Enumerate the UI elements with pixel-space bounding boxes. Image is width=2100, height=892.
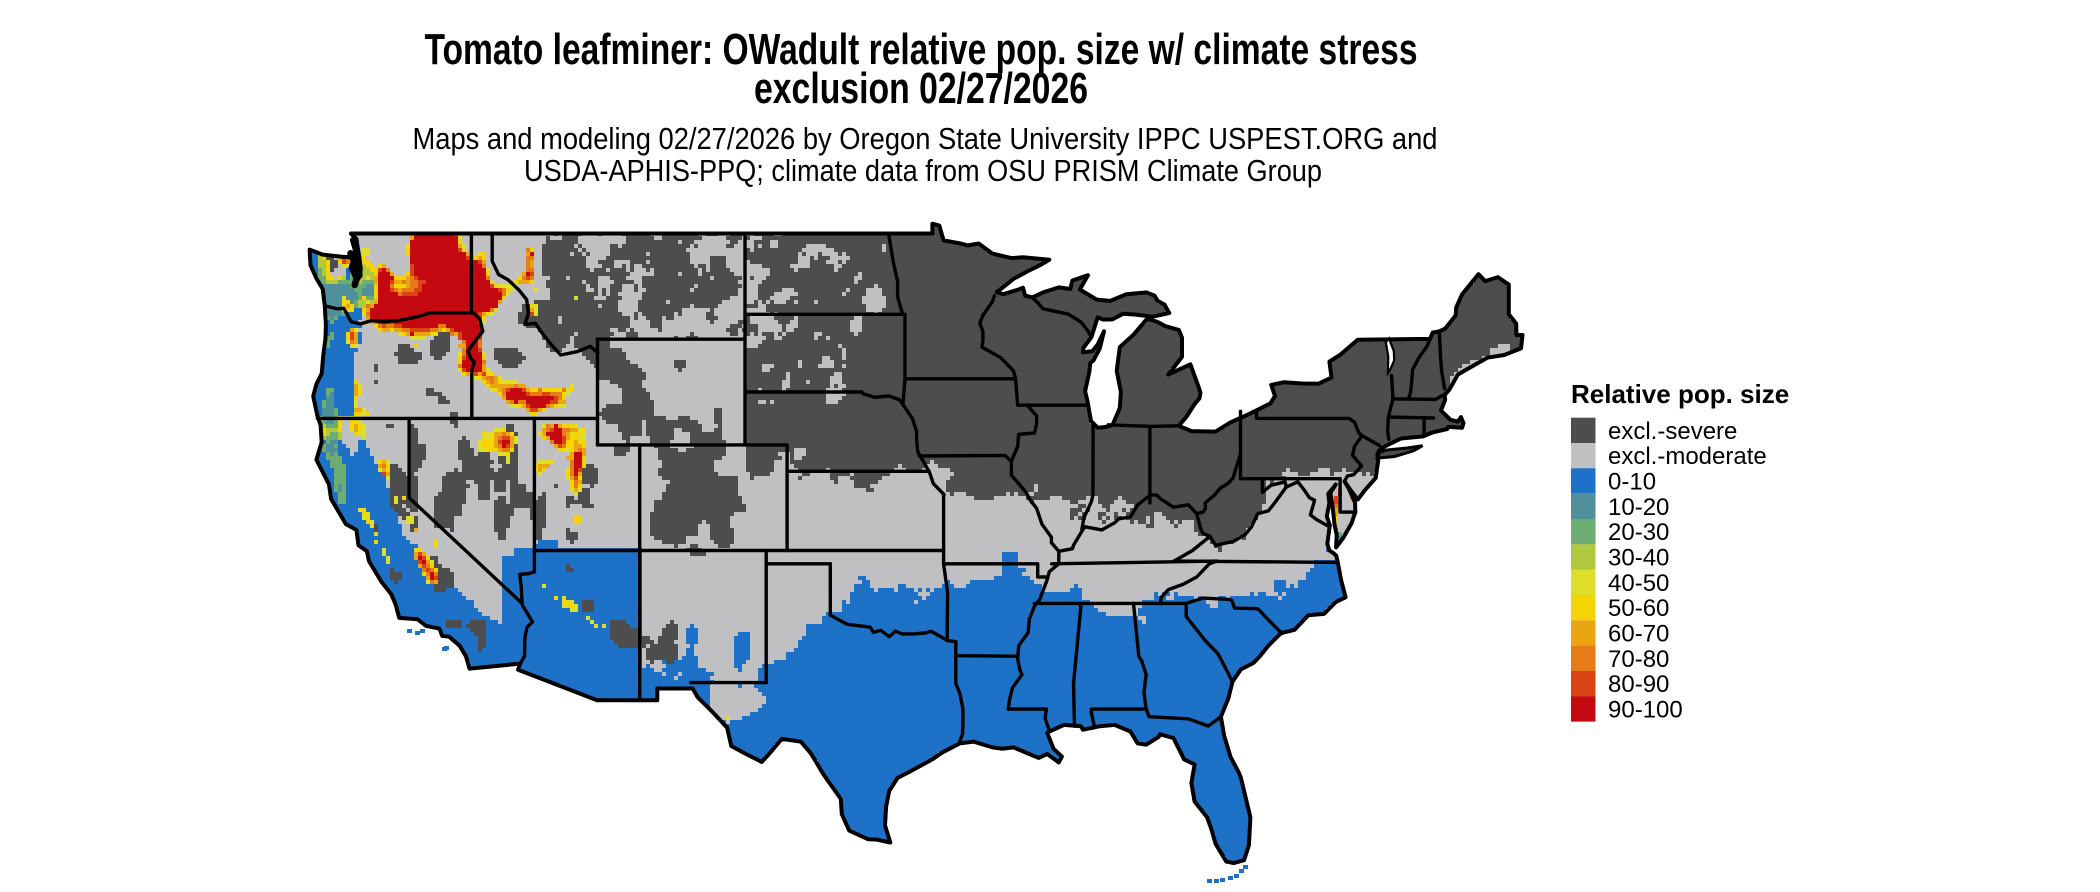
svg-text:USDA-APHIS-PPQ; climate data f: USDA-APHIS-PPQ; climate data from OSU PR… — [524, 154, 1322, 188]
svg-text:40-50: 40-50 — [1608, 570, 1669, 597]
svg-text:excl.-severe: excl.-severe — [1608, 418, 1737, 445]
svg-text:20-30: 20-30 — [1608, 519, 1669, 546]
svg-text:Tomato leafminer: OWadult rela: Tomato leafminer: OWadult relative pop. … — [425, 26, 1418, 74]
svg-text:excl.-moderate: excl.-moderate — [1608, 443, 1767, 470]
svg-text:80-90: 80-90 — [1608, 671, 1669, 698]
svg-text:0-10: 0-10 — [1608, 469, 1656, 496]
svg-text:Maps and modeling 02/27/2026 b: Maps and modeling 02/27/2026 by Oregon S… — [413, 122, 1438, 156]
svg-text:exclusion 02/27/2026: exclusion 02/27/2026 — [754, 65, 1088, 113]
svg-text:90-100: 90-100 — [1608, 696, 1683, 723]
svg-text:Relative pop. size: Relative pop. size — [1571, 379, 1789, 409]
svg-text:60-70: 60-70 — [1608, 621, 1669, 648]
svg-text:70-80: 70-80 — [1608, 646, 1669, 673]
svg-text:10-20: 10-20 — [1608, 494, 1669, 521]
svg-text:50-60: 50-60 — [1608, 595, 1669, 622]
svg-text:30-40: 30-40 — [1608, 545, 1669, 572]
